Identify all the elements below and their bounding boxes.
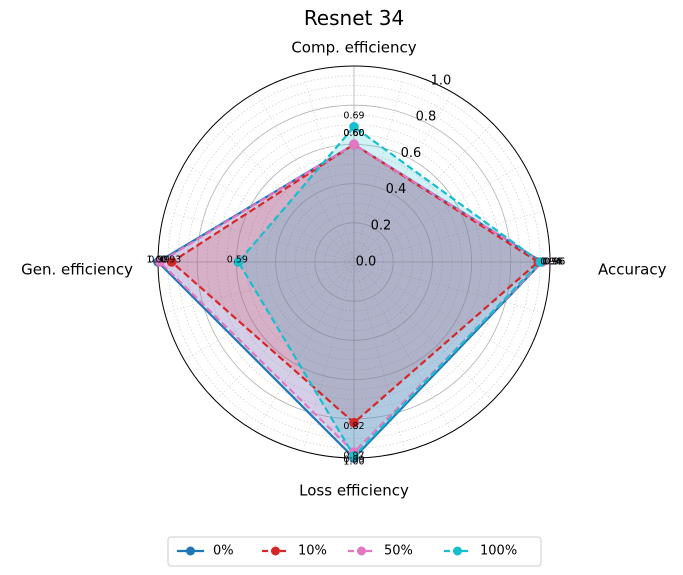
point-label: 0.94 bbox=[540, 257, 561, 268]
minor-spoke bbox=[302, 72, 355, 263]
point-label: 0.60 bbox=[343, 128, 364, 139]
series-fill-50% bbox=[160, 144, 543, 453]
series-points bbox=[153, 121, 547, 463]
data-point-100% bbox=[233, 257, 244, 267]
minor-spoke bbox=[215, 123, 355, 263]
series-line-50% bbox=[158, 143, 544, 454]
axis-label: Accuracy bbox=[598, 261, 667, 279]
axis-label: Loss efficiency bbox=[299, 482, 409, 500]
series-fill-100% bbox=[238, 126, 541, 457]
minor-spoke bbox=[353, 92, 453, 263]
series-fill-0% bbox=[158, 144, 543, 458]
point-label: 0.99 bbox=[148, 255, 169, 266]
legend-marker-50% bbox=[357, 546, 366, 556]
radial-tick-label: 0.0 bbox=[356, 255, 377, 270]
minor-spoke bbox=[353, 261, 493, 401]
radial-tick-labels: 0.0 0.2 0.4 0.6 0.8 1.0 bbox=[356, 73, 452, 269]
data-point-50% bbox=[349, 139, 359, 150]
radial-tick-label: 1.0 bbox=[431, 73, 452, 88]
minor-spoke bbox=[353, 72, 406, 263]
radial-tick-label: 0.4 bbox=[386, 182, 407, 197]
minor-spoke bbox=[353, 261, 544, 314]
legend-label: 10% bbox=[298, 544, 327, 559]
point-label: 0.99 bbox=[343, 455, 364, 466]
radial-tick-label: 0.6 bbox=[401, 146, 422, 161]
minor-spoke bbox=[353, 261, 524, 361]
legend-label: 50% bbox=[384, 544, 413, 559]
series-fill-10% bbox=[171, 144, 539, 423]
minor-spoke bbox=[215, 261, 355, 401]
legend-marker-0% bbox=[186, 546, 195, 556]
legend-label: 100% bbox=[480, 544, 517, 559]
series-line-100% bbox=[237, 125, 542, 458]
point-label: 0.96 bbox=[544, 257, 565, 268]
point-label: 0.59 bbox=[227, 255, 248, 266]
point-label: 0.69 bbox=[343, 110, 364, 121]
minor-spoke bbox=[353, 261, 453, 432]
series-fills bbox=[158, 126, 543, 458]
point-label: 0.96 bbox=[544, 257, 565, 268]
minor-spoke bbox=[184, 261, 355, 361]
point-labels: 0.960.940.960.950.600.600.600.691.000.93… bbox=[146, 110, 565, 467]
data-point-50% bbox=[155, 257, 165, 267]
point-label: 0.95 bbox=[542, 257, 563, 268]
minor-spoke bbox=[184, 163, 355, 263]
point-label: 0.60 bbox=[343, 128, 364, 139]
legend-box bbox=[167, 536, 542, 567]
point-label: 1.00 bbox=[146, 255, 167, 266]
minor-spoke bbox=[164, 210, 355, 263]
minor-spoke bbox=[353, 261, 406, 452]
minor-spoke bbox=[255, 261, 355, 432]
data-point-100% bbox=[349, 451, 359, 461]
legend-marker-10% bbox=[271, 546, 280, 556]
minor-spoke bbox=[164, 261, 355, 314]
legend-marker-100% bbox=[453, 546, 462, 556]
point-label: 0.60 bbox=[343, 128, 364, 139]
chart-title: Resnet 34 bbox=[304, 6, 404, 30]
data-point-100% bbox=[349, 121, 359, 132]
axis-labels: Accuracy Comp. efficiency Gen. efficiency L… bbox=[21, 39, 667, 500]
minor-spoke bbox=[302, 261, 355, 452]
data-point-100% bbox=[535, 257, 545, 267]
data-point-10% bbox=[166, 257, 177, 267]
data-point-10% bbox=[349, 417, 359, 428]
minor-spoke bbox=[353, 163, 524, 263]
legend: 0% 10% 50% 100% bbox=[167, 536, 542, 567]
radial-tick-label: 0.2 bbox=[371, 218, 392, 233]
point-label: 0.93 bbox=[160, 255, 181, 266]
radial-tick-label: 0.8 bbox=[416, 110, 437, 125]
point-label: 0.97 bbox=[343, 451, 364, 462]
minor-spoke bbox=[353, 210, 544, 263]
point-label: 0.82 bbox=[343, 421, 364, 432]
point-label: 1.00 bbox=[343, 457, 364, 468]
minor-spoke bbox=[353, 123, 493, 263]
axis-label: Comp. efficiency bbox=[291, 39, 416, 57]
legend-label: 0% bbox=[213, 544, 234, 559]
axis-label: Gen. efficiency bbox=[21, 261, 133, 279]
